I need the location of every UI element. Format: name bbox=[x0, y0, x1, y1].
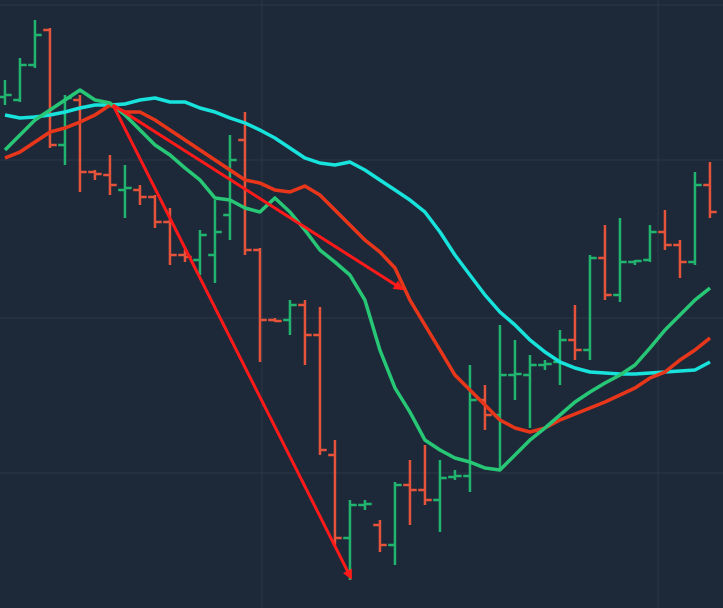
ohlc-bar bbox=[268, 318, 282, 323]
ohlc-bar bbox=[328, 440, 342, 545]
ohlc-bar bbox=[358, 500, 372, 510]
ohlc-bar bbox=[238, 112, 252, 255]
ohlc-bar bbox=[568, 305, 582, 360]
ohlc-bar bbox=[223, 135, 237, 240]
ohlc-bar bbox=[613, 218, 627, 302]
moving-average-line bbox=[4, 96, 711, 376]
ohlc-bar bbox=[538, 360, 552, 370]
ohlc-bar bbox=[253, 248, 267, 362]
ohlc-bar bbox=[133, 185, 147, 205]
ohlc-bar bbox=[313, 307, 327, 455]
ohlc-bar bbox=[88, 170, 102, 180]
ohlc-bar bbox=[688, 172, 702, 265]
arrow bbox=[111, 104, 353, 580]
ohlc-bar bbox=[523, 355, 537, 428]
ohlc-bar bbox=[418, 445, 432, 505]
ohlc-bar bbox=[148, 195, 162, 228]
ohlc-bar bbox=[43, 28, 57, 148]
ohlc-bar bbox=[343, 500, 357, 580]
ohlc-bar bbox=[433, 460, 447, 532]
ohlc-bar bbox=[103, 155, 117, 195]
ohlc-bar bbox=[673, 240, 687, 278]
arrow bbox=[112, 103, 404, 291]
ohlc-bar bbox=[703, 162, 717, 218]
ohlc-bar bbox=[118, 165, 132, 218]
drawn-arrows bbox=[111, 103, 404, 580]
ohlc-bar bbox=[628, 259, 642, 265]
ohlc-bar bbox=[508, 340, 522, 400]
ohlc-bar bbox=[388, 482, 402, 565]
ohlc-bar bbox=[373, 520, 387, 552]
ohlc-bar bbox=[658, 210, 672, 250]
ohlc-bar bbox=[208, 200, 222, 283]
ohlc-bar bbox=[13, 58, 27, 102]
ohlc-bar bbox=[283, 300, 297, 335]
ohlc-bar bbox=[73, 95, 87, 192]
ohlc-bar bbox=[298, 300, 312, 365]
ohlc-bar bbox=[403, 460, 417, 525]
ohlc-bar bbox=[463, 365, 477, 492]
ohlc-bar bbox=[0, 80, 12, 105]
ohlc-bar bbox=[643, 225, 657, 262]
ohlc-bar bbox=[598, 225, 612, 300]
ohlc-bar bbox=[28, 20, 42, 68]
ohlc-bar bbox=[448, 470, 462, 480]
ohlc-bar bbox=[193, 230, 207, 275]
moving-average-line bbox=[3, 88, 712, 472]
ohlc-bar bbox=[583, 255, 597, 360]
